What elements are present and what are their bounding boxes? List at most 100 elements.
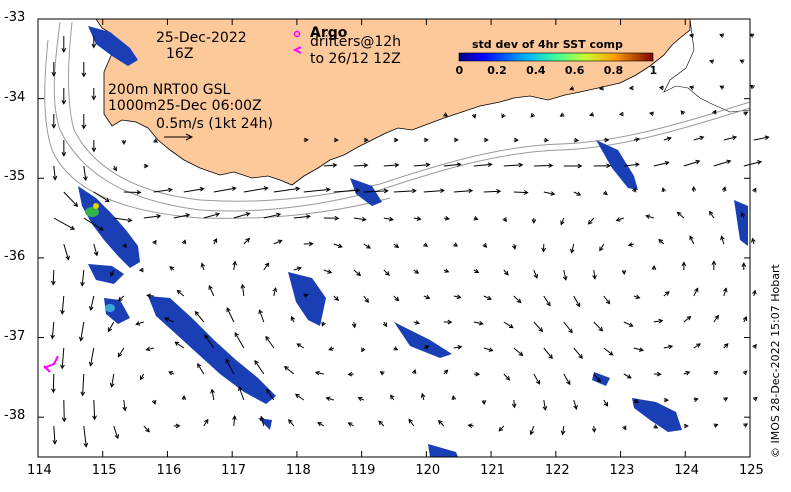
current-vector xyxy=(513,399,515,408)
current-vector-head xyxy=(283,365,289,371)
current-vector xyxy=(503,164,523,167)
current-vector-head xyxy=(474,268,480,273)
current-vector xyxy=(263,213,281,219)
current-vector-head xyxy=(437,419,443,425)
current-vector xyxy=(317,422,325,427)
current-vector xyxy=(353,164,368,167)
plot-frame xyxy=(37,18,751,458)
current-vector xyxy=(53,425,56,444)
current-vector-head xyxy=(263,186,269,191)
current-vector xyxy=(363,190,388,193)
current-vector xyxy=(90,295,95,311)
current-vector xyxy=(123,191,141,193)
current-vector-head xyxy=(603,190,608,196)
current-vector xyxy=(513,191,528,194)
current-vector-head xyxy=(577,163,583,169)
current-vector xyxy=(260,416,265,427)
current-vector-head xyxy=(337,243,343,248)
current-vector xyxy=(653,320,663,323)
current-vector-head xyxy=(61,152,67,157)
current-vector-head xyxy=(578,354,583,359)
current-vector-head xyxy=(328,346,334,351)
current-vector-head xyxy=(739,59,745,64)
current-vector xyxy=(562,425,565,435)
current-vector xyxy=(93,191,110,202)
current-vector-head xyxy=(721,186,727,192)
current-vector-head xyxy=(379,371,385,376)
current-vector-head xyxy=(451,394,457,400)
current-vector-head xyxy=(742,316,747,322)
current-vector-head xyxy=(751,237,756,243)
current-vector-head xyxy=(691,185,697,191)
current-vector-head xyxy=(356,271,362,277)
drifter-track xyxy=(43,355,59,373)
lon-tick-label: 118 xyxy=(285,463,311,478)
current-vector-head xyxy=(591,428,597,433)
lat-tick-label: -34 xyxy=(4,89,26,105)
current-vector-head xyxy=(290,315,295,321)
current-vector xyxy=(197,363,205,375)
current-vector-head xyxy=(453,242,459,247)
current-vector xyxy=(263,262,270,271)
current-vector-head xyxy=(65,255,70,261)
current-vector-head xyxy=(688,33,694,39)
current-vector-head xyxy=(546,301,551,307)
sst-patches xyxy=(78,26,748,457)
current-vector-head xyxy=(200,262,206,268)
current-vector xyxy=(254,360,265,375)
current-vector xyxy=(683,160,700,167)
current-vector-head xyxy=(743,111,749,116)
current-vector-head xyxy=(334,296,339,302)
current-vector-head xyxy=(544,137,549,143)
current-vector-head xyxy=(146,293,152,299)
current-vector-head xyxy=(394,243,400,249)
lon-tick-label: 122 xyxy=(544,463,570,478)
current-vector xyxy=(363,243,371,249)
current-vector-head xyxy=(560,220,565,226)
current-vector xyxy=(498,425,505,432)
current-vector-head xyxy=(750,84,755,90)
current-vector-head xyxy=(117,296,123,302)
current-vector-head xyxy=(89,306,94,312)
current-vector-head xyxy=(615,217,621,222)
lon-tick-label: 120 xyxy=(415,463,441,478)
current-vector-head xyxy=(185,213,191,218)
current-vector xyxy=(273,239,282,245)
current-vector xyxy=(61,295,65,314)
current-vector xyxy=(623,163,639,167)
sst-high-spots xyxy=(85,203,115,312)
current-vector-head xyxy=(127,217,133,223)
current-vector-head xyxy=(598,326,604,332)
current-vector-head xyxy=(304,137,309,143)
current-vector-head xyxy=(498,426,504,432)
current-vector-head xyxy=(681,261,687,267)
current-vector-head xyxy=(592,274,597,280)
current-vector-head xyxy=(656,371,662,377)
current-vector xyxy=(453,190,473,193)
current-vector xyxy=(616,217,624,221)
current-vector-head xyxy=(276,212,282,218)
current-vector xyxy=(473,163,492,167)
current-vector xyxy=(118,295,125,302)
current-vector-head xyxy=(473,215,479,221)
current-vector-head xyxy=(60,309,65,315)
current-vector xyxy=(743,161,762,167)
current-vector xyxy=(543,191,555,195)
current-vector-head xyxy=(164,317,170,322)
current-vector xyxy=(413,217,421,220)
current-vector-head xyxy=(562,275,568,281)
current-vector xyxy=(543,399,546,410)
current-vector-head xyxy=(136,189,142,195)
current-vector xyxy=(723,136,737,141)
current-vector-head xyxy=(720,235,725,241)
current-vector-head xyxy=(288,418,293,424)
isobaths xyxy=(44,21,751,219)
current-vector xyxy=(333,243,343,248)
current-vector xyxy=(93,399,96,420)
current-vector-head xyxy=(121,140,127,146)
current-vector-head xyxy=(658,85,664,91)
current-vector xyxy=(234,332,245,349)
current-vector-head xyxy=(423,137,429,143)
current-vector-head xyxy=(742,370,748,376)
current-vector xyxy=(293,215,310,219)
